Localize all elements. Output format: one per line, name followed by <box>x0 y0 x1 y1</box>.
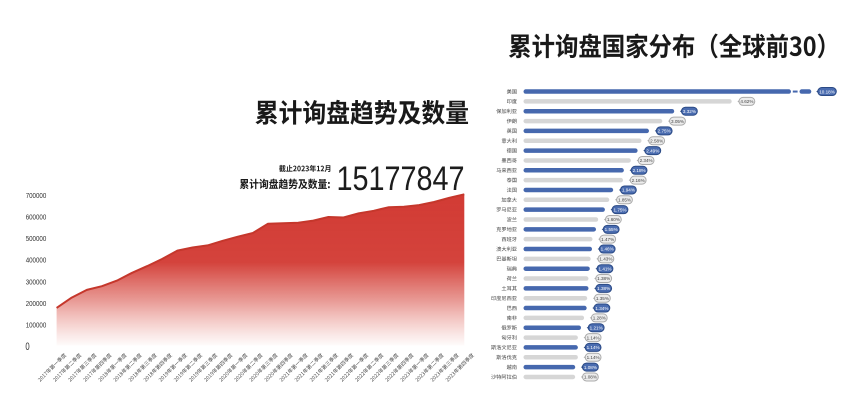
svg-text:1.34%: 1.34% <box>595 306 608 311</box>
svg-text:10.18%: 10.18% <box>819 89 835 94</box>
svg-text:2.18%: 2.18% <box>633 168 646 173</box>
svg-text:1.14%: 1.14% <box>587 355 600 360</box>
svg-text:1.94%: 1.94% <box>622 188 635 193</box>
svg-text:1.55%: 1.55% <box>605 227 618 232</box>
svg-text:1.08%: 1.08% <box>584 365 597 370</box>
svg-text:300000: 300000 <box>26 277 47 286</box>
svg-text:1.21%: 1.21% <box>590 325 603 330</box>
svg-text:1.60%: 1.60% <box>607 217 620 222</box>
svg-text:2.58%: 2.58% <box>650 138 663 143</box>
svg-text:15177847: 15177847 <box>337 160 465 198</box>
svg-text:500000: 500000 <box>26 234 47 243</box>
svg-text:1.38%: 1.38% <box>597 276 610 281</box>
svg-text:2.75%: 2.75% <box>658 129 671 134</box>
svg-text:1.14%: 1.14% <box>587 345 600 350</box>
svg-text:4.62%: 4.62% <box>740 99 753 104</box>
svg-text:1.35%: 1.35% <box>596 296 609 301</box>
svg-text:600000: 600000 <box>26 212 47 221</box>
svg-text:2.34%: 2.34% <box>640 158 653 163</box>
svg-text:1.08%: 1.08% <box>584 375 597 380</box>
svg-text:1.38%: 1.38% <box>597 286 610 291</box>
svg-text:2.16%: 2.16% <box>632 178 645 183</box>
svg-text:1.41%: 1.41% <box>598 266 611 271</box>
svg-text:1.46%: 1.46% <box>601 247 614 252</box>
svg-text:1.75%: 1.75% <box>613 207 626 212</box>
svg-text:1.28%: 1.28% <box>593 316 606 321</box>
svg-text:0: 0 <box>25 341 29 353</box>
svg-text:700000: 700000 <box>26 191 47 200</box>
svg-text:200000: 200000 <box>26 299 47 308</box>
svg-text:1.14%: 1.14% <box>587 335 600 340</box>
svg-text:3.05%: 3.05% <box>671 119 684 124</box>
svg-text:1.43%: 1.43% <box>599 257 612 262</box>
svg-text:400000: 400000 <box>26 256 47 265</box>
svg-text:1.47%: 1.47% <box>601 237 614 242</box>
svg-text:3.32%: 3.32% <box>683 109 696 114</box>
svg-text:1.85%: 1.85% <box>618 198 631 203</box>
svg-text:2.49%: 2.49% <box>646 148 659 153</box>
svg-text:100000: 100000 <box>26 321 47 330</box>
